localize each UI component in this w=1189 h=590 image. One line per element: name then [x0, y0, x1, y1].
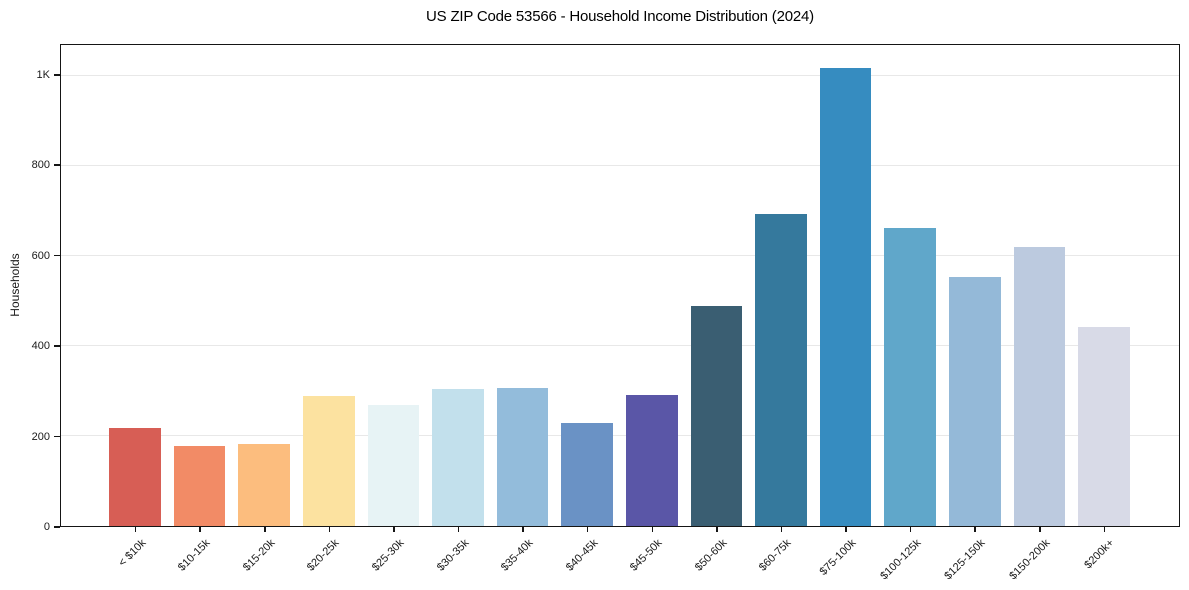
x-tick [199, 527, 201, 532]
x-tick-label: $100-125k [877, 537, 924, 583]
bar [948, 276, 1001, 526]
x-tick-label: $30-35k [434, 537, 472, 574]
x-tick-label: < $10k [115, 537, 149, 570]
x-tick-label: $15-20k [240, 537, 278, 574]
y-tick-label: 1K [36, 68, 50, 81]
x-tick [328, 527, 331, 532]
x-tick [134, 527, 137, 532]
y-tick-label: 0 [43, 521, 50, 533]
x-tick-label: $50-60k [692, 537, 730, 574]
y-tick-label: 200 [31, 430, 50, 443]
plot-area [60, 44, 1180, 527]
gridline [61, 74, 1179, 76]
x-tick [393, 527, 395, 532]
x-tick-label: $60-75k [757, 537, 794, 574]
bar [884, 228, 936, 526]
x-tick [909, 527, 912, 532]
x-tick-label: $150-200k [1007, 537, 1053, 583]
y-tick-label: 800 [31, 159, 50, 172]
x-tick [1103, 527, 1106, 532]
x-tick [845, 527, 847, 532]
x-tick [651, 527, 654, 532]
x-tick-label: $10-15k [176, 537, 213, 574]
bar [238, 443, 291, 526]
y-tick-label: 400 [31, 340, 50, 353]
bar [432, 388, 484, 526]
y-axis-label: Households [8, 253, 22, 317]
x-tick-label: $25-30k [369, 537, 407, 574]
bar [496, 387, 549, 526]
bar [173, 446, 226, 526]
x-tick [780, 527, 783, 532]
bar [303, 396, 355, 526]
gridline [61, 164, 1179, 166]
x-tick-label: $200k+ [1082, 537, 1117, 572]
bar [625, 394, 678, 526]
x-tick-label: $45-50k [628, 537, 665, 574]
bar [755, 214, 807, 526]
bar [561, 422, 614, 526]
x-tick [974, 527, 976, 532]
x-tick [264, 527, 266, 532]
bar [1013, 247, 1066, 526]
x-tick [457, 527, 460, 532]
x-tick-label: $35-40k [498, 537, 536, 574]
x-tick-label: $125-150k [942, 537, 988, 583]
x-tick [1039, 527, 1041, 532]
gridline [61, 434, 1179, 436]
x-tick [716, 527, 718, 532]
x-tick [522, 527, 524, 532]
gridline [61, 344, 1179, 346]
bar [367, 404, 420, 526]
x-tick [586, 527, 589, 532]
bar [819, 67, 872, 526]
chart-title: US ZIP Code 53566 - Household Income Dis… [426, 8, 814, 25]
x-tick-label: $40-45k [563, 537, 601, 574]
gridline [61, 254, 1179, 256]
x-tick-label: $75-100k [817, 537, 859, 578]
x-tick-label: $20-25k [305, 537, 342, 574]
bar [109, 428, 161, 526]
bar [1078, 326, 1130, 526]
bar [690, 306, 743, 526]
